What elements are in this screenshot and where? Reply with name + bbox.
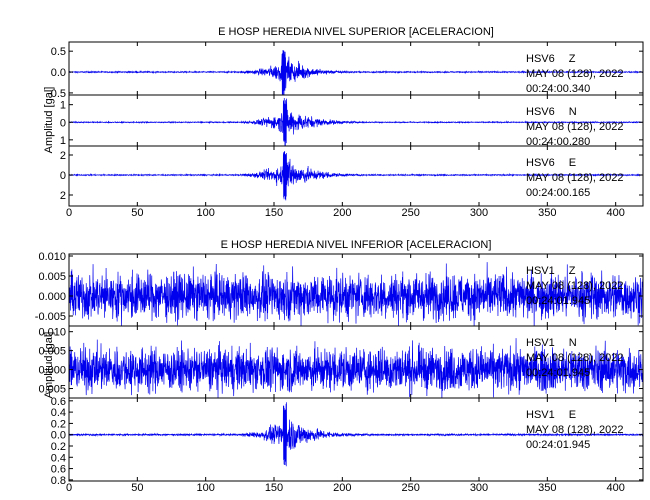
y-axis-label: Amplitud [gal] [43, 332, 55, 399]
y-tick-label: 0.0 [51, 67, 66, 79]
y-tick-label: 0.010 [38, 327, 66, 339]
trace-time-label: 00:24:01.945 [526, 295, 590, 307]
station-name: HSV6 [526, 157, 555, 169]
trace-station-label: HSV1 E [526, 409, 576, 421]
panel-title: E HOSP HEREDIA NIVEL SUPERIOR [ACELERACI… [218, 26, 494, 38]
trace-hsv1-z: 0.010 0.005 0.000 -0.005 HSV1 Z MAY 08 (128), … [35, 251, 644, 327]
x-tick-label: 0 [66, 482, 72, 494]
trace-station-label: HSV1 N [526, 337, 577, 349]
x-tick-label: 300 [470, 482, 488, 494]
y-tick-label: -0.005 [35, 311, 66, 323]
y-tick-label: 0.005 [38, 271, 66, 283]
trace-date-label: MAY 08 (128), 2022 [526, 121, 623, 133]
waveform-line [69, 402, 643, 467]
station-name: HSV1 [526, 337, 555, 349]
component-name: N [569, 106, 577, 118]
waveform-line [69, 98, 643, 146]
y-tick-label: 0.010 [38, 251, 66, 263]
trace-date-label: MAY 08 (128), 2022 [526, 172, 623, 184]
x-tick-label: 100 [196, 482, 214, 494]
y-tick-label: 2 [60, 190, 66, 202]
trace-station-label: HSV6 Z [526, 53, 576, 65]
y-tick-label: 0.5 [51, 46, 66, 58]
y-tick-label: 0.8 [51, 475, 66, 487]
trace-station-label: HSV6 N [526, 106, 577, 118]
panel-1: E HOSP HEREDIA NIVEL SUPERIOR [ACELERACI… [43, 26, 644, 219]
panel-title: E HOSP HEREDIA NIVEL INFERIOR [ACELERACI… [221, 239, 492, 251]
x-tick-label: 250 [401, 482, 419, 494]
y-tick-label: 0.6 [51, 464, 66, 476]
component-name: N [569, 337, 577, 349]
y-tick-label: 2 [60, 150, 66, 162]
x-tick-label: 50 [131, 482, 143, 494]
trace-frame [68, 145, 644, 207]
panel-2: E HOSP HEREDIA NIVEL INFERIOR [ACELERACI… [35, 239, 644, 494]
x-tick-label: 350 [538, 482, 556, 494]
waveform-line [69, 50, 643, 95]
station-name: HSV1 [526, 409, 555, 421]
x-tick-label: 300 [470, 207, 488, 219]
x-tick-label: 350 [538, 207, 556, 219]
y-tick-label: 0.000 [38, 291, 66, 303]
y-tick-label: 1 [60, 135, 66, 147]
x-tick-label: 150 [265, 207, 283, 219]
trace-hsv6-z: 0.5 0.0 0.5 HSV6 Z MAY 08 (128), 2022 00:24:00… [51, 41, 644, 100]
trace-date-label: MAY 08 (128), 2022 [526, 352, 623, 364]
component-name: E [569, 157, 576, 169]
x-tick-label: 50 [131, 207, 143, 219]
trace-time-label: 00:24:01.945 [526, 367, 590, 379]
y-tick-label: 0.5 [51, 88, 66, 100]
y-tick-label: 0 [60, 170, 66, 182]
trace-frame [68, 397, 644, 482]
y-tick-label: 0.005 [38, 346, 66, 358]
x-tick-label: 150 [265, 482, 283, 494]
trace-hsv6-n: 1 0 1 HSV6 N MAY 08 (128), 2022 00:24:00.280 [60, 94, 644, 148]
x-tick-label: 400 [606, 482, 624, 494]
trace-time-label: 00:24:00.340 [526, 83, 590, 95]
station-name: HSV1 [526, 265, 555, 277]
trace-time-label: 00:24:00.280 [526, 136, 590, 148]
trace-time-label: 00:24:00.165 [526, 187, 590, 199]
station-name: HSV6 [526, 53, 555, 65]
y-tick-label: 0.005 [38, 384, 66, 396]
y-axis-label: Amplitud [gal] [43, 87, 55, 154]
waveform-line [69, 338, 643, 398]
y-tick-label: 0.0 [51, 430, 66, 442]
x-tick-label: 400 [606, 207, 624, 219]
x-tick-label: 200 [333, 207, 351, 219]
y-tick-label: 0.000 [38, 365, 66, 377]
trace-station-label: HSV1 Z [526, 265, 576, 277]
trace-hsv1-n: 0.010 0.005 0.000 0.005 HSV1 N MAY 08 (128), 2… [38, 325, 644, 399]
waveform-line [69, 262, 643, 326]
y-tick-label: 0.6 [51, 396, 66, 408]
trace-station-label: HSV6 E [526, 157, 576, 169]
trace-date-label: MAY 08 (128), 2022 [526, 424, 623, 436]
trace-date-label: MAY 08 (128), 2022 [526, 280, 623, 292]
x-tick-label: 250 [401, 207, 419, 219]
y-tick-label: 0.4 [51, 407, 66, 419]
y-tick-label: 1 [60, 100, 66, 112]
trace-time-label: 00:24:01.945 [526, 439, 590, 451]
y-tick-label: 0.4 [51, 452, 66, 464]
y-tick-label: 0 [60, 117, 66, 129]
x-tick-label: 0 [66, 207, 72, 219]
station-name: HSV6 [526, 106, 555, 118]
component-name: Z [569, 53, 576, 65]
component-name: Z [569, 265, 576, 277]
x-tick-label: 200 [333, 482, 351, 494]
component-name: E [569, 409, 576, 421]
trace-hsv6-e: 2 0 2 HSV6 E MAY 08 (128), 2022 00:24:00.165 [60, 145, 644, 207]
y-tick-label: 0.2 [51, 441, 66, 453]
x-tick-label: 100 [196, 207, 214, 219]
waveform-line [69, 150, 643, 201]
trace-date-label: MAY 08 (128), 2022 [526, 68, 623, 80]
y-tick-label: 0.2 [51, 418, 66, 430]
